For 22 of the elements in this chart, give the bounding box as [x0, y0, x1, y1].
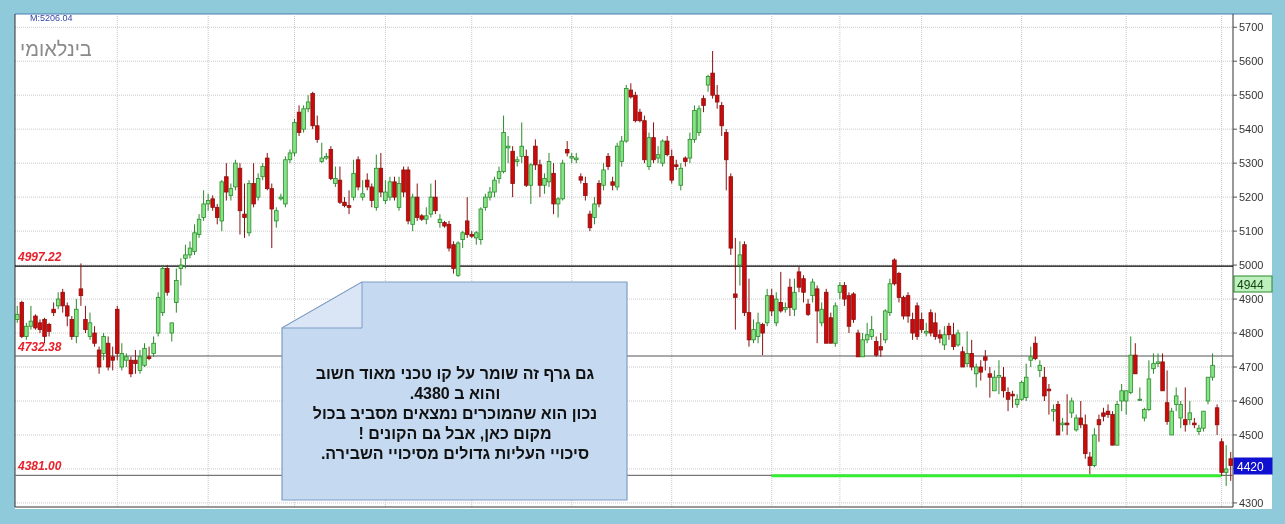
y-tick-label: 5300: [1239, 157, 1264, 170]
y-tick-label: 5600: [1239, 55, 1264, 68]
y-tick-label: 4900: [1239, 293, 1264, 306]
y-tick-label: 4700: [1239, 361, 1264, 374]
y-tick-label: 4500: [1239, 428, 1264, 441]
ref-line-label: 4732.38: [17, 340, 62, 355]
annotation: M:5206.04: [30, 13, 73, 23]
y-tick-label: 4800: [1239, 327, 1264, 340]
annotation: גם גרף זה שומר על קו טכני מאוד חשוב והוא ב 4380. נכון הוא שהמוכרים נמצאים מסביב בכול מקום כאן, אבל גם הקונים ! סיכויי העליות גדולים מסיכויי השבירה.: [312, 365, 598, 462]
y-tick-label: 5100: [1239, 225, 1264, 238]
price-tag: 4944: [1233, 275, 1273, 293]
y-tick-label: 5200: [1239, 191, 1264, 204]
y-tick-label: 5400: [1239, 123, 1264, 136]
y-tick-label: 4300: [1239, 496, 1264, 509]
y-tick-label: 5000: [1239, 259, 1264, 272]
ref-line-label: 4381.00: [17, 459, 62, 474]
y-tick-label: 5700: [1239, 21, 1264, 34]
text: בינלאומי: [20, 38, 92, 60]
y-tick-label: 5500: [1239, 89, 1264, 102]
price-tag: 4420: [1233, 457, 1273, 475]
y-tick-label: 4600: [1239, 394, 1264, 407]
ref-line-label: 4997.22: [17, 250, 62, 265]
